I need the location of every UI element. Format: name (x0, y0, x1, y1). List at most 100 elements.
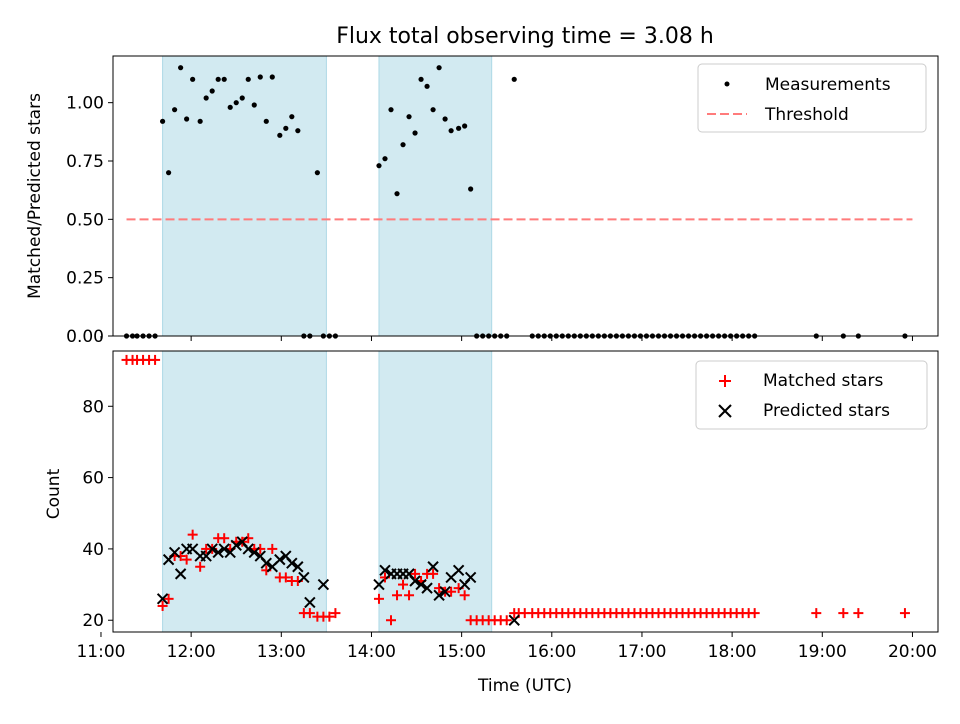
measurement-point (227, 104, 233, 110)
predicted-star-point (439, 585, 451, 598)
legend-predicted-marker (718, 404, 732, 418)
matched-star-point (811, 608, 822, 619)
measurement-point (388, 107, 394, 113)
y-tick-label: 0.75 (66, 152, 104, 172)
predicted-star-point (156, 593, 169, 605)
matched-star-point (386, 615, 397, 626)
x-tick-label: 13:00 (257, 642, 306, 662)
x-tick-label: 19:00 (798, 642, 847, 662)
predicted-star-point (421, 582, 433, 594)
star-count-points (121, 354, 910, 626)
measurement-point (269, 74, 275, 80)
predicted-star-point (508, 614, 520, 626)
measurement-point (251, 102, 257, 108)
bottom-shaded-intervals (162, 350, 493, 633)
top-legend-box (697, 63, 927, 133)
measurement-point (184, 116, 190, 122)
matched-star-point (749, 608, 760, 619)
measurement-point (314, 170, 320, 176)
bottom-y-axis-label: Count (44, 468, 64, 519)
chart-title: Flux total observing time = 3.08 h (336, 24, 714, 49)
measurement-point (382, 156, 388, 162)
predicted-star-point (427, 561, 439, 573)
matched-star-point (404, 590, 415, 601)
matched-star-point (428, 568, 439, 579)
measurement-point (468, 186, 474, 192)
x-axis-label: Time (UTC) (477, 676, 572, 696)
measurement-point (394, 191, 400, 197)
measurement-point (295, 128, 301, 134)
top-panel: 0.00 0.25 0.50 0.75 1.00 Flux total observin… (25, 24, 939, 347)
x-tick-label: 20:00 (888, 642, 937, 662)
predicted-star-point (409, 575, 421, 587)
predicted-star-point (433, 589, 445, 601)
measurement-point (215, 76, 221, 82)
bottom-axes-frame (112, 350, 939, 633)
bottom-x-ticks: 11:00 12:00 13:00 14:00 15:00 16:00 17:00 18:00… (76, 632, 937, 662)
measurement-point (412, 130, 418, 136)
measurement-point (203, 95, 209, 101)
matched-star-point (459, 590, 470, 601)
predicted-star-point (206, 543, 218, 555)
measurement-point (209, 88, 215, 94)
matched-star-point (324, 611, 335, 622)
matched-star-point (304, 608, 315, 619)
matched-star-point (181, 554, 192, 565)
measurement-point (442, 116, 448, 122)
measurement-point (283, 125, 289, 131)
matched-star-point (163, 593, 174, 604)
predicted-star-point (317, 578, 330, 591)
matched-star-point (899, 608, 910, 619)
x-tick-label: 15:00 (437, 642, 486, 662)
predicted-star-point (230, 539, 242, 552)
measurement-point (190, 76, 196, 82)
x-tick-label: 11:00 (76, 642, 125, 662)
predicted-star-point (415, 578, 427, 591)
matched-star-point (501, 615, 512, 626)
legend-matched-label: Matched stars (763, 371, 883, 391)
matched-star-point (157, 600, 168, 611)
y-tick-label: 60 (82, 469, 104, 489)
predicted-star-point (274, 553, 286, 566)
legend-matched-marker (719, 375, 731, 387)
top-x-ticks (100, 336, 913, 341)
legend-measurements-label: Measurements (765, 75, 891, 95)
predicted-star-point (304, 596, 316, 609)
measurement-point (418, 76, 424, 82)
matched-star-point (410, 568, 421, 579)
shaded-interval-2 (378, 350, 493, 633)
predicted-star-point (218, 543, 230, 555)
top-legend: Measurements Threshold (697, 63, 927, 133)
shaded-interval-1 (162, 350, 327, 633)
y-tick-label: 0.00 (66, 327, 104, 347)
measurement-point (430, 107, 436, 113)
measurement-point (178, 65, 184, 71)
measurement-point (159, 118, 166, 124)
measurement-point (233, 100, 239, 106)
measurement-point (462, 123, 468, 129)
matched-star-point (373, 593, 384, 604)
x-tick-label: 17:00 (617, 642, 666, 662)
measurement-point (448, 128, 454, 134)
measurement-point (277, 132, 283, 138)
predicted-star-point (379, 564, 391, 577)
predicted-star-point (168, 546, 181, 559)
y-tick-label: 40 (82, 540, 104, 560)
predicted-star-point (286, 557, 298, 569)
top-shaded-intervals (162, 55, 493, 337)
matched-star-point (392, 590, 403, 601)
measurement-point (400, 142, 406, 148)
y-tick-label: 80 (82, 397, 104, 417)
measurement-point (406, 114, 412, 120)
predicted-star-point (248, 546, 260, 559)
matched-star-point (280, 572, 291, 583)
matched-star-point (267, 543, 278, 554)
measurement-point (376, 163, 382, 169)
measurement-point (257, 74, 263, 80)
shaded-interval-1 (162, 55, 327, 337)
x-tick-label: 18:00 (708, 642, 757, 662)
measurement-point (511, 76, 517, 82)
predicted-star-point (292, 561, 304, 573)
predicted-star-point (260, 557, 272, 569)
